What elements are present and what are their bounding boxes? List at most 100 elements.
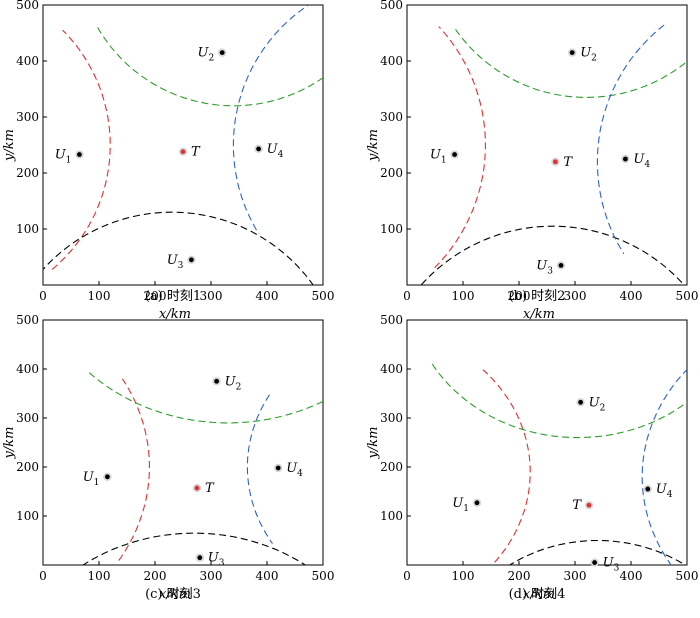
point-label: U4 — [656, 482, 673, 500]
x-tick-label: 100 — [452, 569, 475, 583]
tdoa-curve-2 — [97, 27, 323, 107]
x-tick-label: 500 — [312, 289, 335, 303]
point-label-subscript: 4 — [297, 469, 303, 479]
tdoa-curve-1 — [51, 29, 111, 270]
point-label: U1 — [430, 148, 447, 166]
y-axis-label: y/km — [366, 427, 381, 460]
point-label: U3 — [208, 551, 225, 569]
y-axis-label: y/km — [2, 427, 17, 460]
station-point — [645, 486, 651, 492]
point-label: U4 — [267, 142, 284, 160]
point-label: U2 — [225, 374, 242, 392]
y-axis-unit: /km — [2, 129, 17, 156]
station-point — [105, 474, 110, 480]
point-label-subscript: 3 — [547, 266, 553, 276]
tdoa-curve-4 — [246, 394, 273, 544]
y-tick-label: 200 — [380, 166, 403, 180]
x-tick-label: 200 — [508, 289, 531, 303]
station-point — [452, 152, 457, 157]
x-axis-unit: /km — [164, 307, 191, 322]
y-tick-label: 500 — [16, 313, 39, 327]
target-point — [194, 485, 200, 491]
y-tick-label: 400 — [380, 362, 403, 376]
point-label-subscript: 2 — [591, 54, 597, 64]
curve-group — [420, 24, 687, 285]
station-point — [197, 555, 203, 561]
x-tick-label: 100 — [88, 569, 111, 583]
target-point — [553, 159, 558, 165]
point-label: U2 — [580, 46, 597, 64]
x-axis-label: x/km — [159, 307, 191, 322]
point-label-subscript: 4 — [667, 490, 673, 500]
tdoa-curve-1 — [434, 26, 486, 269]
point-label: U2 — [589, 395, 606, 413]
y-axis-unit: /km — [2, 427, 17, 454]
point-label-subscript: 1 — [94, 478, 100, 488]
station-point — [77, 152, 82, 157]
y-tick-label: 300 — [16, 411, 39, 425]
x-tick-label: 300 — [564, 569, 587, 583]
y-tick-label: 500 — [380, 0, 403, 12]
tdoa-curve-2 — [88, 372, 323, 424]
chart-caption: (b) 时刻2 — [509, 289, 566, 304]
y-tick-label: 200 — [16, 166, 39, 180]
point-label: U4 — [286, 461, 303, 479]
chart-panel-4: 0 100 200 300 400 500 100 200 300 400 500 x/km y/km (… — [366, 313, 699, 602]
point-label: U2 — [197, 46, 214, 64]
target-point — [180, 149, 186, 155]
x-tick-label: 0 — [39, 289, 47, 303]
target-point — [586, 502, 592, 508]
y-tick-label: 300 — [380, 110, 403, 124]
y-tick-label: 100 — [16, 509, 39, 523]
point-label-subscript: 3 — [219, 559, 225, 569]
y-tick-label: 400 — [16, 362, 39, 376]
y-axis-label: y/km — [2, 129, 17, 162]
tdoa-curve-3 — [43, 211, 314, 285]
x-tick-label: 0 — [403, 289, 411, 303]
x-tick-label: 200 — [508, 569, 531, 583]
station-point — [219, 50, 225, 55]
station-point — [474, 500, 480, 506]
x-tick-label: 0 — [403, 569, 411, 583]
x-axis-label: x/km — [523, 587, 555, 602]
point-label: T — [191, 145, 201, 160]
x-tick-label: 500 — [312, 569, 335, 583]
station-point — [256, 146, 261, 152]
point-label: U3 — [536, 258, 553, 276]
tdoa-curve-2 — [431, 363, 687, 439]
point-label-subscript: 2 — [208, 54, 214, 64]
tdoa-curve-1 — [482, 369, 531, 563]
tdoa-curve-4 — [596, 24, 665, 255]
x-tick-label: 300 — [200, 289, 223, 303]
point-label-subscript: 3 — [178, 261, 184, 271]
x-tick-label: 500 — [676, 569, 699, 583]
x-axis-unit: /km — [528, 587, 555, 602]
x-tick-label: 400 — [620, 569, 643, 583]
point-label: U1 — [55, 148, 72, 166]
chart-caption: (d) 时刻4 — [509, 587, 566, 602]
point-label: U3 — [167, 253, 184, 271]
plot-frame — [42, 319, 324, 566]
plot-frame — [406, 4, 688, 286]
point-label: T — [563, 155, 573, 170]
y-tick-label: 200 — [380, 460, 403, 474]
point-label: U3 — [603, 556, 620, 574]
y-tick-label: 300 — [380, 411, 403, 425]
chart-panel-1: 0 100 200 300 400 500 100 200 300 400 500 x/km y/km (… — [2, 0, 335, 322]
station-point — [578, 399, 583, 405]
point-label-subscript: 1 — [463, 504, 469, 514]
x-tick-label: 200 — [144, 289, 167, 303]
x-axis-label: x/km — [523, 307, 555, 322]
tdoa-curve-3 — [420, 225, 685, 285]
chart-caption: (c) 时刻3 — [145, 587, 201, 602]
point-label: U4 — [633, 152, 650, 170]
x-tick-label: 400 — [256, 569, 279, 583]
x-tick-label: 500 — [676, 289, 699, 303]
x-tick-label: 400 — [256, 289, 279, 303]
point-label-subscript: 1 — [441, 156, 447, 166]
chart-panel-3: 0 100 200 300 400 500 100 200 300 400 500 x/km y/km (… — [2, 313, 335, 602]
y-tick-label: 200 — [16, 460, 39, 474]
tdoa-curve-4 — [232, 5, 310, 235]
curve-group — [431, 363, 687, 565]
